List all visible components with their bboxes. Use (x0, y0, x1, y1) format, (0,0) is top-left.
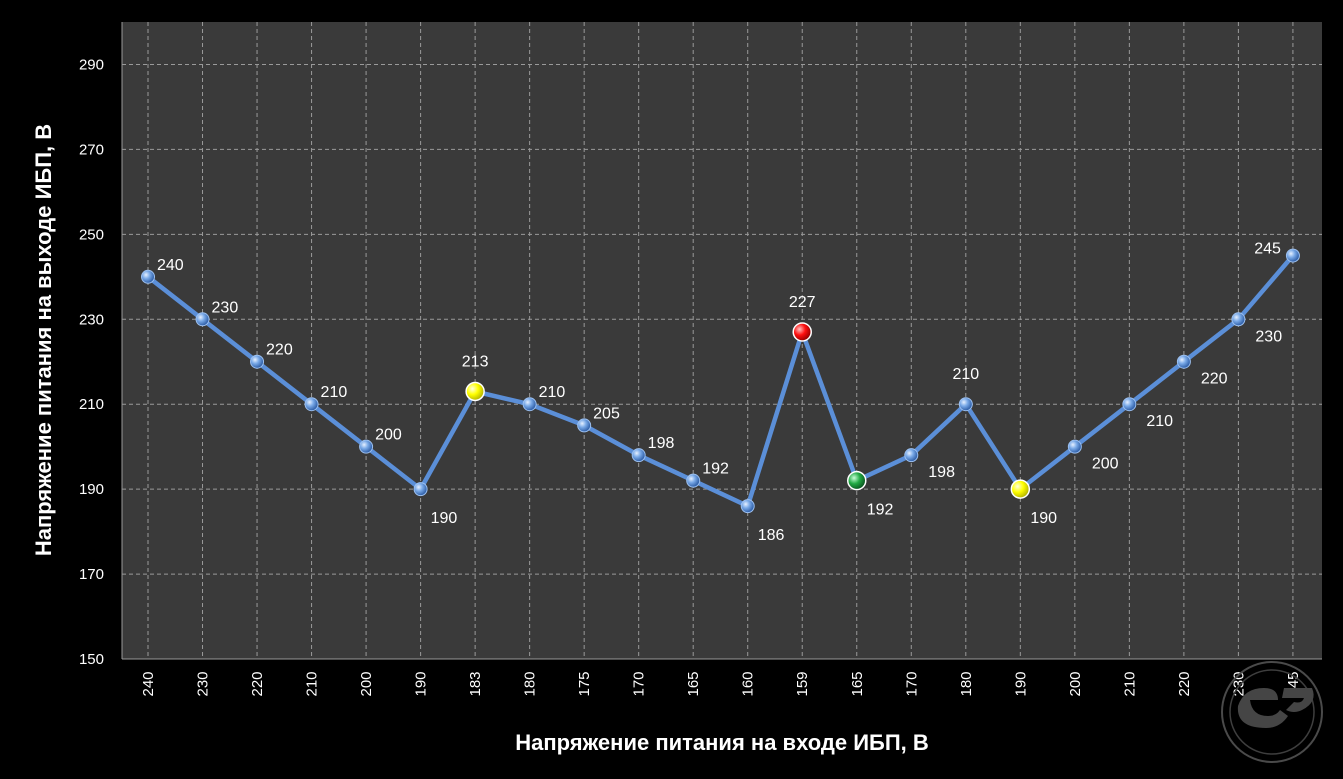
x-tick-label: 180 (522, 671, 539, 696)
x-tick-label: 200 (1067, 671, 1084, 696)
data-point-markers (141, 248, 1300, 514)
data-point-marker (1285, 248, 1300, 263)
x-tick-label: 170 (631, 671, 648, 696)
data-point-marker (1176, 354, 1191, 369)
vertical-gridlines (147, 22, 1294, 659)
x-tick-label: 230 (195, 671, 212, 696)
data-point-marker (250, 354, 265, 369)
x-tick-label: 220 (1176, 671, 1193, 696)
data-label: 205 (593, 405, 620, 422)
data-point-marker (1067, 439, 1082, 454)
x-axis-title: Напряжение питания на входе ИБП, В (515, 730, 929, 755)
data-point-marker (1231, 312, 1246, 327)
data-label: 210 (952, 366, 979, 383)
data-point-marker (141, 269, 155, 284)
data-label: 213 (462, 353, 489, 370)
data-label: 190 (431, 510, 458, 527)
data-point-marker (631, 448, 646, 463)
data-point-marker (522, 397, 537, 412)
x-tick-label: 183 (467, 671, 484, 696)
data-label: 186 (758, 527, 785, 544)
data-point-marker (195, 312, 210, 327)
data-label: 230 (212, 299, 239, 316)
data-point-marker (904, 448, 919, 463)
horizontal-gridlines (122, 63, 1322, 575)
y-tick-label: 270 (79, 141, 104, 158)
data-label: 198 (928, 464, 955, 481)
x-tick-label: 220 (249, 671, 266, 696)
data-label: 192 (867, 502, 894, 519)
x-tick-label: 170 (903, 671, 920, 696)
data-label: 210 (321, 384, 348, 401)
x-tick-label: 159 (794, 671, 811, 696)
x-tick-label: 190 (1012, 671, 1029, 696)
data-label: 220 (266, 342, 293, 359)
data-point-marker (577, 418, 592, 433)
data-label: 192 (702, 461, 729, 478)
data-label: 200 (375, 427, 402, 444)
data-label: 220 (1201, 371, 1228, 388)
data-label: 245 (1254, 241, 1281, 258)
data-labels: 240 230 220 210 200 190 213 210 205 198 192 186 227 1… (157, 241, 1282, 545)
x-tick-label: 165 (849, 671, 866, 696)
data-label: 227 (789, 294, 816, 311)
x-tick-label: 210 (304, 671, 321, 696)
data-label: 200 (1092, 456, 1119, 473)
x-tick-label: 210 (1121, 671, 1138, 696)
y-tick-label: 190 (79, 481, 104, 498)
data-point-marker (359, 439, 374, 454)
data-point-marker (740, 499, 755, 514)
data-point-marker (686, 473, 701, 488)
data-label: 210 (539, 384, 566, 401)
highlighted-point-marker (465, 381, 485, 402)
data-point-marker (413, 482, 428, 497)
y-axis-title: Напряжение питания на выходе ИБП, В (31, 124, 56, 556)
y-tick-label: 250 (79, 226, 104, 243)
series-line (145, 253, 1296, 509)
plot-area (122, 22, 1322, 659)
x-tick-label: 200 (358, 671, 375, 696)
highlighted-point-marker (1010, 479, 1031, 499)
y-tick-label: 170 (79, 566, 104, 583)
y-tick-label: 290 (79, 56, 104, 73)
data-label: 240 (157, 257, 184, 274)
data-label: 230 (1255, 328, 1282, 345)
data-label: 198 (648, 435, 675, 452)
data-point-marker (304, 397, 319, 412)
highlighted-point-marker (792, 322, 812, 342)
x-tick-label: 165 (685, 671, 702, 696)
x-tick-label: 160 (740, 671, 757, 696)
data-point-marker (958, 397, 973, 412)
x-tick-labels: 240 230 220 210 200 190 183 180 175 170 165 160 159 1… (140, 671, 1302, 696)
data-label: 210 (1146, 413, 1173, 430)
y-tick-label: 210 (79, 396, 104, 413)
x-tick-label: 190 (413, 671, 430, 696)
y-tick-label: 150 (79, 651, 104, 668)
highlighted-point-marker (847, 470, 867, 491)
y-tick-labels: 150 170 190 210 230 250 270 290 (79, 56, 104, 668)
watermark-logo (1221, 661, 1323, 763)
data-label: 190 (1030, 510, 1057, 527)
x-tick-label: 240 (140, 671, 157, 696)
x-tick-label: 180 (958, 671, 975, 696)
y-tick-label: 230 (79, 311, 104, 328)
data-point-marker (1122, 397, 1137, 412)
x-tick-label: 175 (576, 671, 593, 696)
